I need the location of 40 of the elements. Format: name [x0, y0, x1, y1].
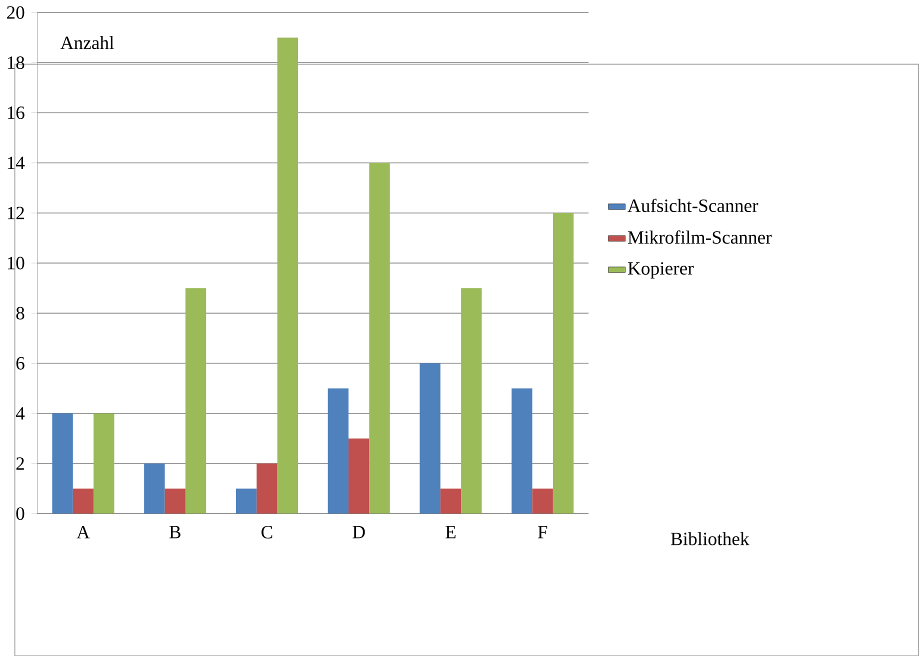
bar	[164, 488, 186, 514]
x-tick-label: A	[76, 526, 90, 538]
y-axis-title: Anzahl	[60, 36, 114, 49]
bar	[440, 488, 462, 514]
bar	[348, 438, 370, 514]
y-tick-label: 16	[8, 106, 24, 119]
legend-label: Mikrofilm-Scanner	[628, 230, 772, 244]
bar	[328, 388, 349, 514]
bar	[256, 463, 278, 514]
legend-label: Kopierer	[628, 262, 694, 278]
x-tick-label: E	[446, 526, 456, 538]
y-tick-label: 4	[16, 407, 25, 420]
bar	[144, 463, 165, 514]
y-tick-label: 14	[8, 156, 25, 169]
legend-label: Aufsicht-Scanner	[628, 198, 758, 212]
x-axis-title: Bibliothek	[670, 532, 750, 546]
y-tick-label: 18	[8, 56, 24, 69]
x-tick-label: B	[169, 526, 180, 538]
x-tick-label: D	[352, 526, 365, 538]
bar	[512, 388, 532, 514]
bar	[369, 162, 390, 514]
bar	[236, 488, 257, 514]
y-tick-label: 0	[16, 507, 24, 520]
y-tick-label: 12	[8, 206, 24, 219]
bar	[185, 288, 206, 514]
bar	[72, 488, 94, 514]
bar	[532, 488, 553, 514]
y-tick-label: 6	[16, 356, 24, 370]
bar	[94, 413, 114, 514]
y-tick-label: 8	[16, 306, 24, 320]
bar	[52, 413, 73, 514]
x-tick-label: C	[262, 526, 272, 538]
bar	[461, 288, 482, 514]
y-tick-label: 20	[7, 6, 24, 19]
bar	[420, 363, 440, 514]
bar	[552, 212, 574, 514]
y-tick-label: 2	[16, 457, 24, 470]
x-tick-label: F	[538, 526, 548, 538]
bar	[277, 37, 298, 514]
y-tick-label: 10	[8, 256, 24, 270]
